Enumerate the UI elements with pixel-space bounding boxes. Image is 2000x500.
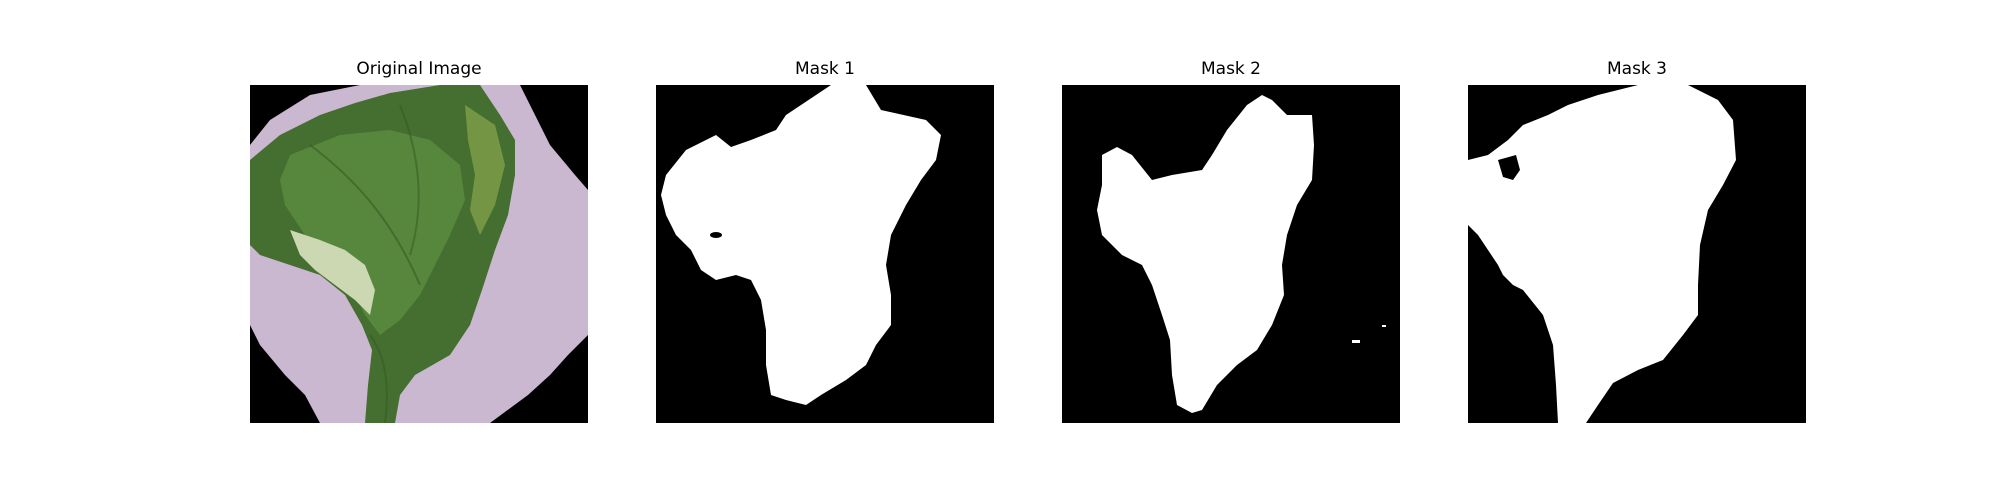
mask-1-region (661, 85, 941, 405)
panel-mask-3: Mask 3 (1468, 57, 1806, 425)
mask-3-image (1468, 85, 1806, 423)
mask-1-image (656, 85, 994, 423)
mask-2-image (1062, 85, 1400, 423)
mask-1-speck (804, 107, 810, 111)
leaf-vein (369, 334, 388, 423)
mask-3-region (1468, 85, 1736, 423)
panel-title: Mask 2 (1200, 59, 1261, 79)
panel-title: Mask 3 (1606, 59, 1667, 79)
original-image (250, 85, 588, 423)
mask-3-hole (1498, 155, 1520, 180)
panel-original-image: Original Image (250, 57, 588, 425)
mask-1-blob (710, 232, 722, 238)
mask-2-speck (1382, 325, 1386, 327)
mask-2-speck (1352, 340, 1360, 343)
leaf-pale-stalk (290, 230, 375, 315)
leaf-vein (309, 144, 421, 286)
leaf-vein (399, 104, 420, 256)
leaf-light-patch (465, 105, 505, 235)
mask-2-region (1097, 95, 1314, 413)
panel-title: Original Image (356, 59, 482, 79)
panel-mask-1: Mask 1 (656, 57, 994, 425)
panel-mask-2: Mask 2 (1062, 57, 1400, 425)
panel-title: Mask 1 (794, 59, 855, 79)
